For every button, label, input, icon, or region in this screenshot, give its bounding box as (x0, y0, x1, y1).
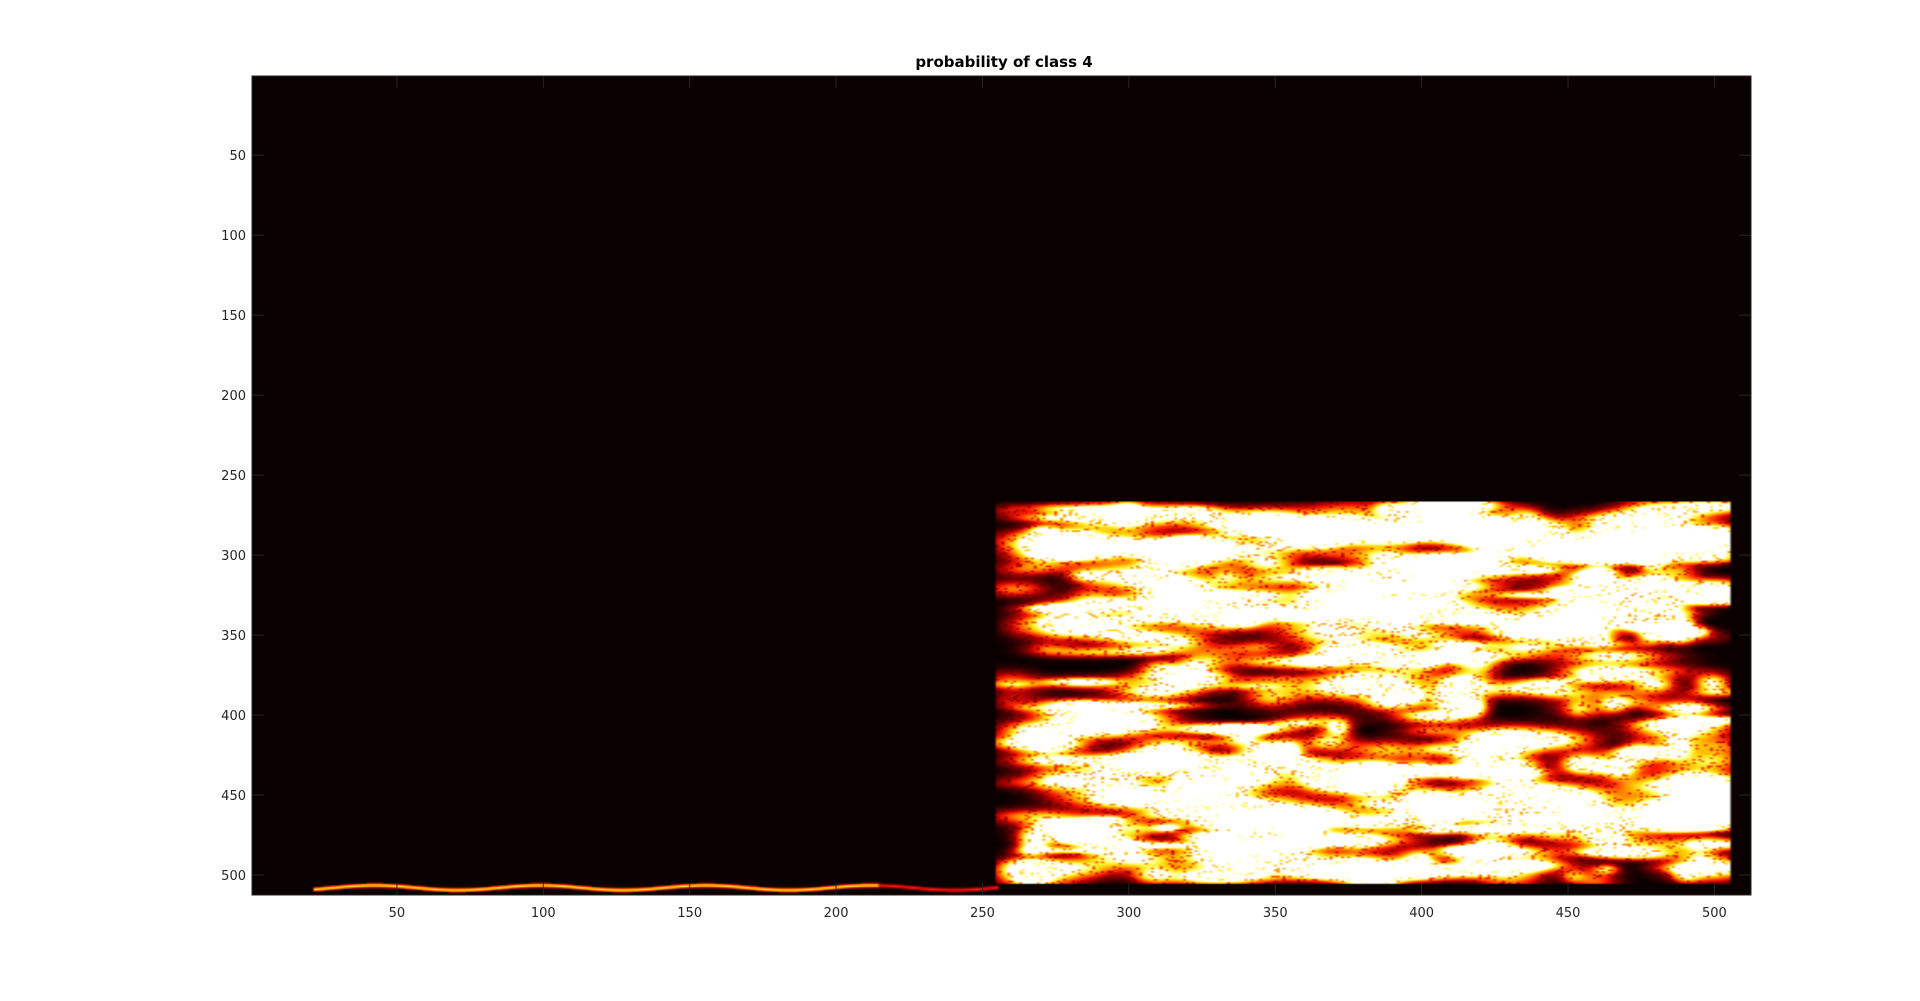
y-tick-label: 300 (221, 549, 246, 564)
axis-ticks: 50 100 150 200 250 300 350 400 450 500 50 100 150 200… (221, 76, 1751, 921)
x-tick-label: 100 (531, 906, 556, 921)
x-tick-label: 500 (1702, 906, 1727, 921)
y-tick-label: 100 (221, 229, 246, 244)
x-tick-label: 400 (1409, 906, 1434, 921)
axes-frame (251, 75, 1752, 896)
x-tick-label: 350 (1263, 906, 1288, 921)
x-tick-label: 50 (389, 906, 406, 921)
chart-title: probability of class 4 (915, 53, 1092, 71)
y-tick-label: 350 (221, 629, 246, 644)
probability-map-image (252, 76, 1751, 895)
y-tick-label: 450 (221, 789, 246, 804)
y-tick-label: 250 (221, 469, 246, 484)
x-tick-label: 200 (824, 906, 849, 921)
x-tick-label: 300 (1116, 906, 1141, 921)
y-tick-label: 50 (229, 149, 246, 164)
y-tick-label: 500 (221, 869, 246, 884)
x-tick-label: 150 (677, 906, 702, 921)
y-tick-label: 200 (221, 389, 246, 404)
x-tick-label: 250 (970, 906, 995, 921)
y-tick-label: 400 (221, 709, 246, 724)
x-tick-label: 450 (1556, 906, 1581, 921)
heatmap-image (252, 76, 1751, 895)
y-tick-label: 150 (221, 309, 246, 324)
